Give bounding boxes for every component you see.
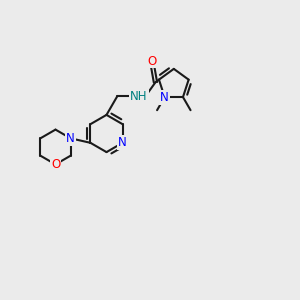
Text: O: O: [51, 158, 60, 171]
Text: O: O: [147, 55, 156, 68]
Text: N: N: [118, 136, 127, 149]
Text: N: N: [66, 132, 75, 145]
Text: NH: NH: [130, 90, 148, 103]
Text: N: N: [160, 91, 169, 103]
